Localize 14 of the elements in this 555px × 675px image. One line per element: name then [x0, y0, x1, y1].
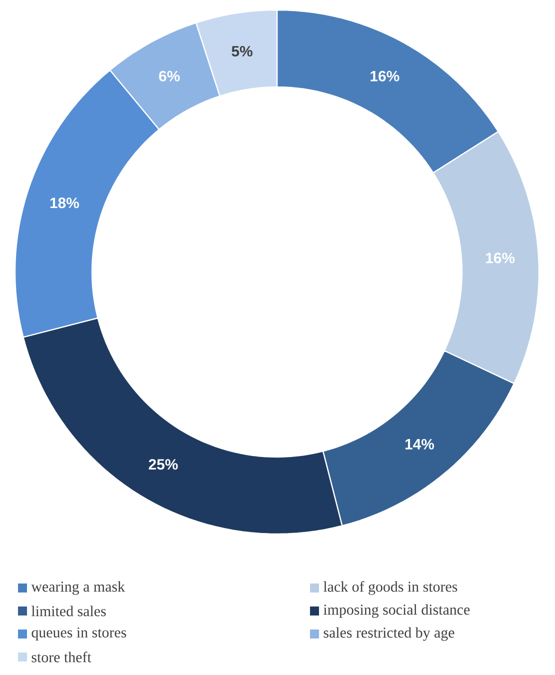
legend-label: limited sales [31, 606, 106, 616]
legend-label: wearing a mask [31, 581, 125, 595]
data-label: 6% [159, 70, 180, 82]
data-label: 5% [232, 46, 252, 57]
legend-label: queues in stores [32, 627, 126, 641]
data-label: 16% [370, 70, 400, 82]
data-label: 14% [405, 438, 434, 450]
legend-label: imposing social distance [324, 604, 470, 618]
data-label: 16% [486, 252, 515, 264]
legend-label: store theft [32, 652, 92, 662]
data-label: 25% [148, 459, 178, 470]
legend-label: sales restricted by age [324, 627, 454, 641]
data-label: 18% [50, 198, 79, 208]
legend-label: lack of goods in stores [323, 581, 458, 595]
